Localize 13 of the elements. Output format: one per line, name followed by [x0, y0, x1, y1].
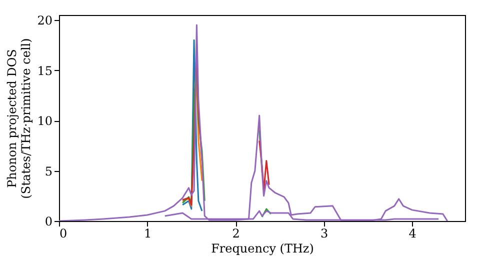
x-tick-label: 2 [232, 226, 240, 240]
line-series [59, 24, 448, 221]
y-tick-label: 20 [37, 14, 52, 28]
x-tick-label: 0 [60, 226, 68, 240]
y-tick-label: 15 [37, 64, 52, 78]
x-tick-label: 3 [320, 226, 328, 240]
y-tick-label: 10 [37, 114, 52, 128]
y-tick-label: 5 [44, 164, 52, 178]
y-axis-title: Phonon projected DOS (States/THz·primitive cell) [5, 38, 34, 199]
x-tick-label: 1 [144, 226, 152, 240]
x-tick-label: 4 [408, 226, 417, 240]
x-axis-title: Frequency (THz) [211, 242, 314, 256]
y-tick-label: 0 [44, 214, 52, 228]
